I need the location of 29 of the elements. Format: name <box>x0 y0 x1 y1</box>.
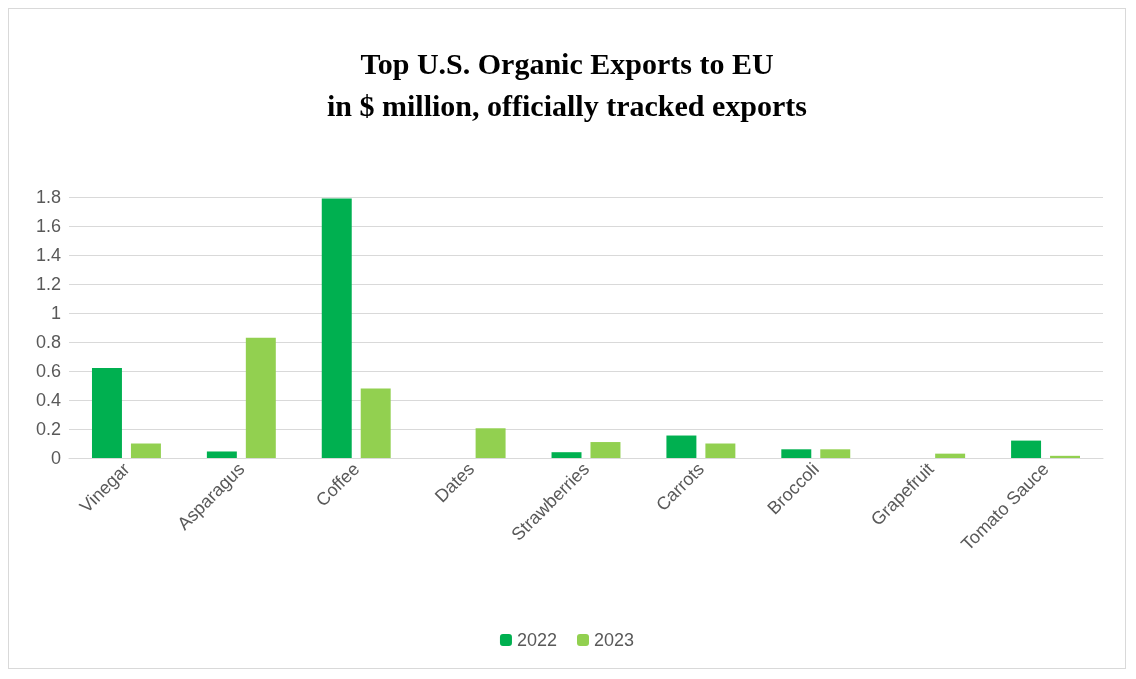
y-tick-label: 0.2 <box>35 419 61 439</box>
bar <box>91 368 122 458</box>
bar <box>781 449 812 458</box>
y-tick-label: 1 <box>50 303 61 323</box>
y-tick-label: 1.8 <box>35 187 61 207</box>
chart-title: Top U.S. Organic Exports to EU in $ million, officially tracked exports <box>327 46 807 122</box>
bar <box>820 449 851 458</box>
y-tick-label: 0.6 <box>35 361 61 381</box>
bar <box>130 443 161 458</box>
bar <box>360 388 391 458</box>
bar <box>245 337 276 458</box>
bar <box>666 435 697 458</box>
legend-label: 2022 <box>516 630 557 650</box>
bar <box>590 442 621 458</box>
y-tick-label: 0.4 <box>35 390 61 410</box>
y-tick-label: 1.6 <box>35 216 61 236</box>
bar <box>705 443 736 458</box>
bar <box>475 428 506 458</box>
bar <box>1050 455 1081 458</box>
y-tick-label: 0.8 <box>35 332 61 352</box>
y-tick-label: 1.2 <box>35 274 61 294</box>
legend-label: 2023 <box>594 630 635 650</box>
bar <box>1011 440 1042 458</box>
y-tick-label: 1.4 <box>35 245 61 265</box>
bar <box>321 198 352 458</box>
y-tick-label: 0 <box>50 448 61 468</box>
bar <box>935 453 966 458</box>
bar <box>551 452 582 458</box>
bar <box>206 451 237 458</box>
